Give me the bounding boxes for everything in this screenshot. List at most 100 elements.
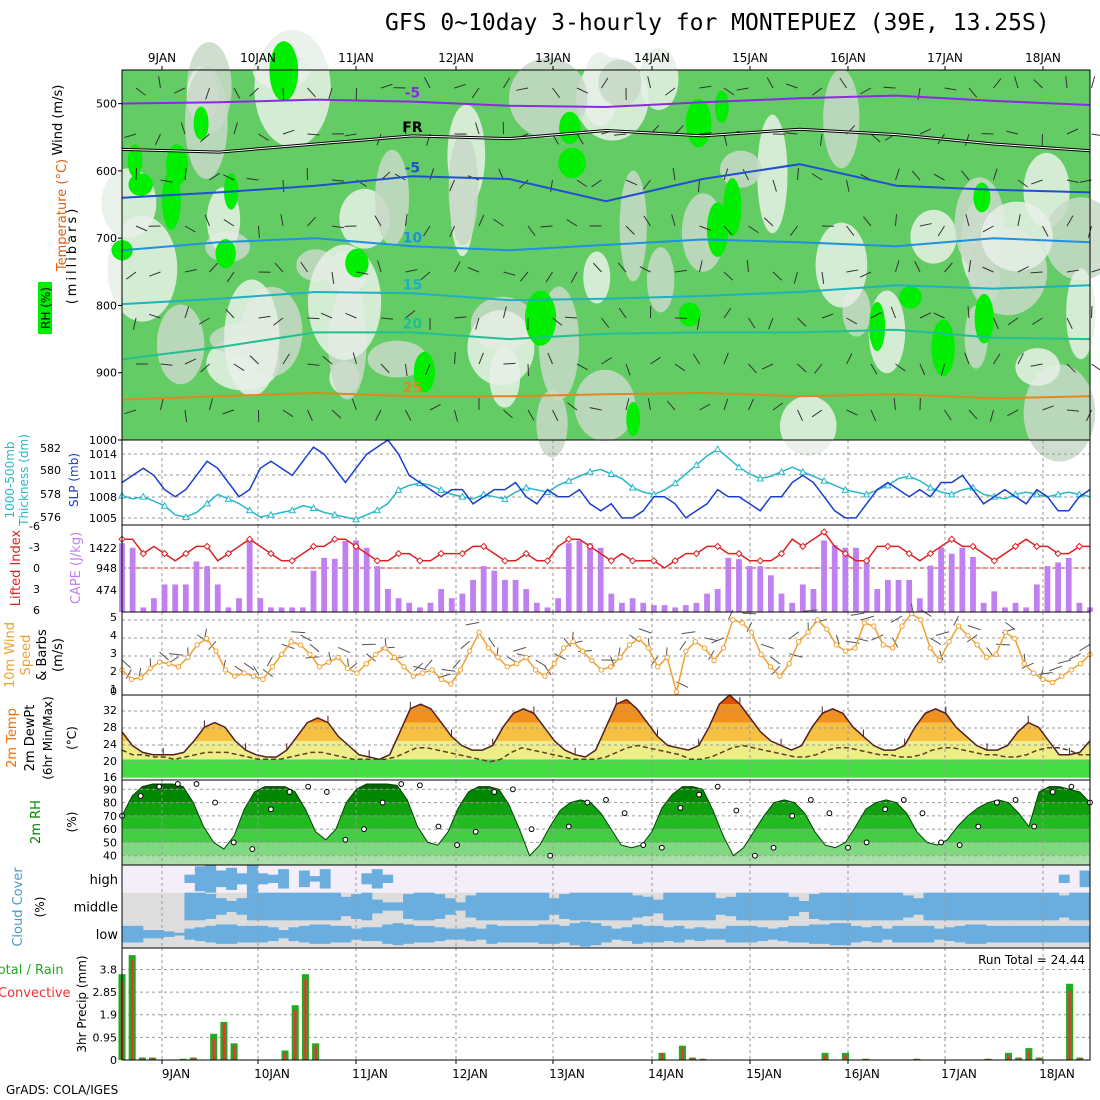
wind-barb xyxy=(576,363,588,371)
wind-barb xyxy=(544,665,552,676)
wind-barb xyxy=(1066,128,1079,135)
lifted-index-marker xyxy=(501,557,509,565)
cape-bar xyxy=(874,589,881,612)
dry-patch xyxy=(574,369,636,441)
wind-barb xyxy=(200,363,210,373)
cloud-bar-high xyxy=(194,866,206,892)
wind-speed-marker xyxy=(983,654,990,661)
rh-marker xyxy=(379,799,386,806)
wind-speed-marker xyxy=(607,664,614,670)
cloud-bar-low xyxy=(444,928,456,940)
axis-label: 3hr Precip (mm) xyxy=(75,955,89,1052)
contour-line xyxy=(121,237,1091,252)
moist-patch xyxy=(678,302,701,327)
cloud-bar-middle xyxy=(319,892,331,921)
cloud-bar-middle xyxy=(215,898,227,915)
li-tick: 6 xyxy=(33,604,40,617)
cloud-bar-low xyxy=(517,925,529,943)
cloud-bar-low xyxy=(382,924,394,944)
wind-barb xyxy=(518,179,529,189)
wind-speed-marker xyxy=(297,642,304,648)
precip-conv-bar xyxy=(314,1045,317,1060)
cape-bar xyxy=(682,605,689,612)
wind-barb xyxy=(625,225,635,235)
wind-barb xyxy=(993,78,1002,89)
cloud-bar-high xyxy=(184,874,196,883)
rh-marker xyxy=(845,844,851,851)
cloud-bar-middle xyxy=(434,894,446,919)
wind-barb xyxy=(488,637,496,648)
tick-label: 900 xyxy=(96,367,117,380)
wind-barb xyxy=(723,133,728,146)
cloud-bar-low xyxy=(788,925,800,943)
cape-bar xyxy=(129,547,136,612)
cloud-bar-middle xyxy=(226,900,237,913)
wind-barb xyxy=(413,662,424,672)
wind-barb xyxy=(736,87,749,91)
wind-barb xyxy=(965,214,970,227)
cloud-bar-middle xyxy=(246,892,258,921)
cloud-bar-low xyxy=(538,924,550,944)
moist-patch xyxy=(128,173,153,196)
wind-barb xyxy=(1066,179,1079,184)
rh-marker xyxy=(733,807,740,814)
wind-barb xyxy=(465,621,480,626)
thickness-line-marker xyxy=(1054,490,1062,498)
precip-tick: 1.9 xyxy=(100,1009,118,1022)
axis-label: Convective xyxy=(0,986,71,1001)
lifted-index-marker xyxy=(182,549,190,558)
wind-barb xyxy=(1007,409,1019,417)
cloud-bar-middle xyxy=(652,899,664,914)
wind-speed-marker xyxy=(626,642,633,648)
wind-barb xyxy=(405,121,407,135)
dry-patch xyxy=(757,114,788,234)
wind-barb xyxy=(1030,363,1043,367)
contour-line xyxy=(121,284,1091,306)
cape-bar xyxy=(672,607,679,612)
cloud-bar-low xyxy=(486,924,498,944)
wind-barb xyxy=(870,311,882,319)
wind-barb xyxy=(503,409,513,419)
wind-barb xyxy=(425,363,431,376)
wind-speed-marker xyxy=(579,648,586,654)
cloud-bar-high xyxy=(278,869,290,889)
wind-barb xyxy=(307,133,320,136)
cloud-bar-middle xyxy=(746,892,758,921)
wind-barb xyxy=(307,317,320,320)
wind-barb xyxy=(772,271,783,281)
cloud-bar-middle xyxy=(278,892,290,921)
wind-speed-marker xyxy=(138,675,144,681)
wind-speed-marker xyxy=(692,639,698,645)
dry-patch xyxy=(583,251,611,304)
wind-barb xyxy=(132,317,137,330)
cloud-bar-low xyxy=(350,928,362,940)
thickness-tick: 578 xyxy=(40,488,61,501)
precip-conv-bar xyxy=(212,1038,215,1060)
cloud-bar-low xyxy=(236,925,248,943)
wind-barb xyxy=(149,271,161,277)
day-label-bottom: 15JAN xyxy=(746,1067,782,1081)
lifted-index-marker xyxy=(990,557,998,565)
wind-barb xyxy=(344,133,357,137)
wind-barb xyxy=(356,271,369,275)
dry-patch xyxy=(1066,268,1096,360)
cape-bar xyxy=(140,607,147,612)
cloud-bar-middle xyxy=(923,892,935,921)
cloud-bar-low xyxy=(954,925,966,943)
cloud-bar-middle xyxy=(392,902,404,911)
wind-barb xyxy=(154,133,161,146)
wind-speed-marker xyxy=(467,648,473,654)
wind-barb xyxy=(184,409,188,422)
wind-barb xyxy=(692,353,700,365)
cloud-bar-middle xyxy=(881,892,893,921)
lifted-index-marker xyxy=(671,557,679,565)
wind-barb xyxy=(563,637,572,647)
rh-marker xyxy=(230,839,237,846)
wind-barb xyxy=(441,668,456,672)
thickness-line-marker xyxy=(798,467,807,475)
precip-conv-bar xyxy=(232,1045,236,1060)
wind-speed-marker xyxy=(871,623,877,629)
rh-marker xyxy=(789,812,796,819)
cloud-bar-middle xyxy=(559,894,571,919)
cloud-bar-low xyxy=(361,927,373,942)
